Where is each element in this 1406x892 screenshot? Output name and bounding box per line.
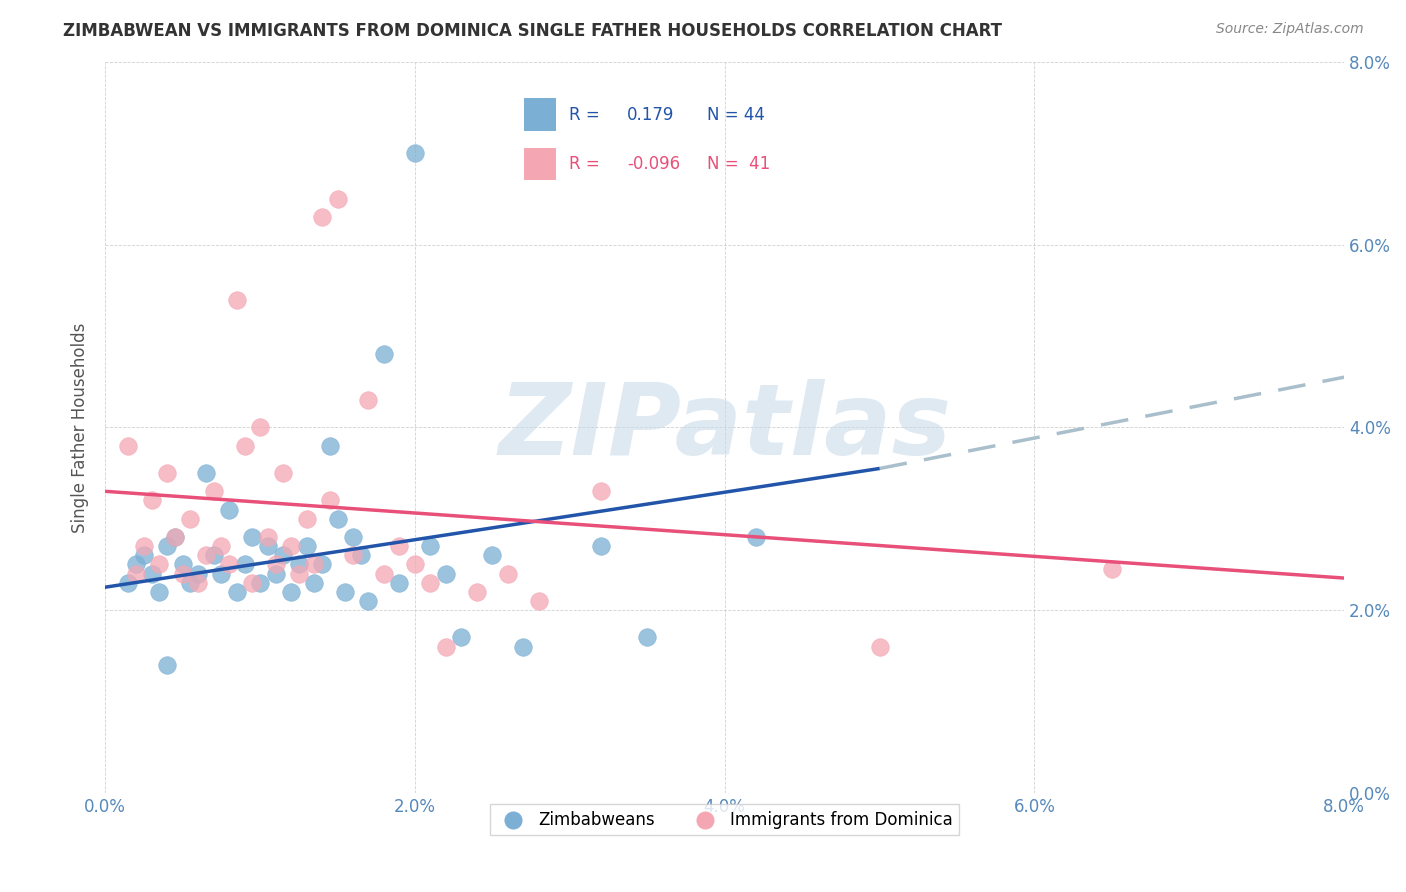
Point bbox=[450, 631, 472, 645]
Point bbox=[342, 530, 364, 544]
Point bbox=[527, 594, 550, 608]
Point bbox=[744, 530, 766, 544]
Point bbox=[132, 548, 155, 562]
Point bbox=[373, 347, 395, 361]
Point bbox=[125, 558, 148, 572]
Point bbox=[249, 575, 271, 590]
Point bbox=[419, 575, 441, 590]
Text: ZIMBABWEAN VS IMMIGRANTS FROM DOMINICA SINGLE FATHER HOUSEHOLDS CORRELATION CHAR: ZIMBABWEAN VS IMMIGRANTS FROM DOMINICA S… bbox=[63, 22, 1002, 40]
Point bbox=[481, 548, 503, 562]
Point bbox=[132, 539, 155, 553]
Point bbox=[249, 420, 271, 434]
Point bbox=[388, 575, 411, 590]
Point bbox=[240, 575, 263, 590]
Point bbox=[434, 640, 457, 654]
Point bbox=[496, 566, 519, 581]
Point bbox=[117, 575, 139, 590]
Point bbox=[357, 392, 380, 407]
Point bbox=[218, 502, 240, 516]
Point bbox=[636, 631, 658, 645]
Point bbox=[187, 566, 209, 581]
Point bbox=[295, 512, 318, 526]
Point bbox=[209, 566, 232, 581]
Point bbox=[373, 566, 395, 581]
Point bbox=[163, 530, 186, 544]
Point bbox=[512, 640, 534, 654]
Point bbox=[311, 558, 333, 572]
Point bbox=[869, 640, 891, 654]
Point bbox=[280, 539, 302, 553]
Point bbox=[295, 539, 318, 553]
Point bbox=[419, 539, 441, 553]
Point bbox=[194, 466, 217, 480]
Point bbox=[357, 594, 380, 608]
Point bbox=[240, 530, 263, 544]
Point bbox=[233, 439, 256, 453]
Point bbox=[179, 575, 201, 590]
Point bbox=[319, 493, 342, 508]
Point bbox=[335, 584, 357, 599]
Point bbox=[148, 584, 170, 599]
Point bbox=[280, 584, 302, 599]
Point bbox=[148, 558, 170, 572]
Point bbox=[1101, 562, 1123, 576]
Point bbox=[233, 558, 256, 572]
Point bbox=[117, 439, 139, 453]
Point bbox=[141, 493, 163, 508]
Point bbox=[304, 575, 326, 590]
Point bbox=[288, 558, 311, 572]
Point bbox=[225, 584, 247, 599]
Point bbox=[589, 484, 612, 499]
Point bbox=[156, 539, 179, 553]
Point bbox=[350, 548, 373, 562]
Point bbox=[187, 575, 209, 590]
Point bbox=[125, 566, 148, 581]
Point bbox=[326, 512, 349, 526]
Point bbox=[388, 539, 411, 553]
Point bbox=[271, 548, 294, 562]
Point bbox=[156, 466, 179, 480]
Point bbox=[342, 548, 364, 562]
Point bbox=[465, 584, 488, 599]
Point bbox=[264, 566, 287, 581]
Point bbox=[218, 558, 240, 572]
Point bbox=[264, 558, 287, 572]
Point bbox=[172, 558, 194, 572]
Point bbox=[163, 530, 186, 544]
Point bbox=[256, 539, 278, 553]
Point bbox=[319, 439, 342, 453]
Y-axis label: Single Father Households: Single Father Households bbox=[72, 322, 89, 533]
Point bbox=[311, 211, 333, 225]
Point bbox=[304, 558, 326, 572]
Point bbox=[256, 530, 278, 544]
Point bbox=[209, 539, 232, 553]
Legend: Zimbabweans, Immigrants from Dominica: Zimbabweans, Immigrants from Dominica bbox=[489, 804, 959, 836]
Point bbox=[179, 512, 201, 526]
Point bbox=[326, 192, 349, 206]
Point bbox=[172, 566, 194, 581]
Point bbox=[156, 657, 179, 672]
Point bbox=[202, 484, 225, 499]
Point bbox=[225, 293, 247, 307]
Point bbox=[589, 539, 612, 553]
Point bbox=[194, 548, 217, 562]
Point bbox=[404, 558, 426, 572]
Point bbox=[141, 566, 163, 581]
Text: ZIPatlas: ZIPatlas bbox=[498, 379, 952, 476]
Point bbox=[404, 146, 426, 161]
Point bbox=[288, 566, 311, 581]
Point bbox=[434, 566, 457, 581]
Point bbox=[271, 466, 294, 480]
Point bbox=[202, 548, 225, 562]
Text: Source: ZipAtlas.com: Source: ZipAtlas.com bbox=[1216, 22, 1364, 37]
